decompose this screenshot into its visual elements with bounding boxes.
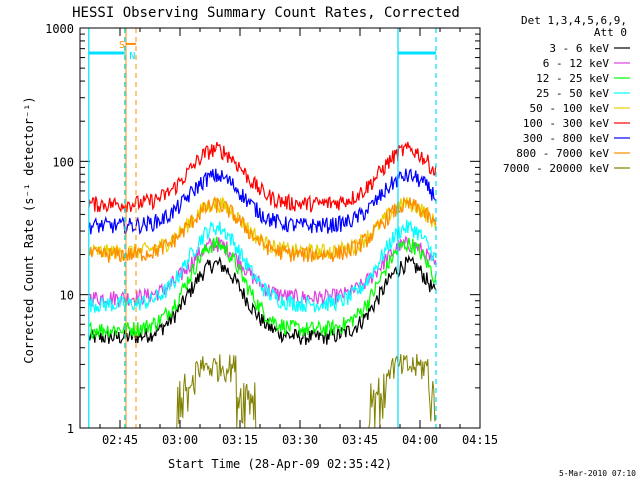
y-tick-label: 1000 [45, 22, 74, 36]
legend-item-label: 800 - 7000 keV [516, 147, 609, 160]
x-tick-label: 04:15 [462, 433, 498, 447]
annotation-label: S [119, 40, 125, 51]
x-tick-label: 03:15 [222, 433, 258, 447]
axis-ticks: 02:45 03:00 03:15 03:30 03:45 04:00 04:15 1 10 10… [45, 22, 498, 447]
legend-header: Det 1,3,4,5,6,9, [521, 14, 627, 27]
x-tick-label: 03:45 [342, 433, 378, 447]
x-tick-label: 02:45 [102, 433, 138, 447]
y-tick-label: 1 [67, 422, 74, 436]
legend-item-label: 25 - 50 keV [536, 87, 609, 100]
series-line [88, 195, 437, 263]
series-line [88, 168, 437, 236]
series-line [88, 141, 437, 213]
annotation-label: N [129, 51, 135, 62]
x-tick-label: 04:00 [402, 433, 438, 447]
legend-header: Att 0 [594, 26, 627, 39]
legend-item-label: 7000 - 20000 keV [503, 162, 609, 175]
y-tick-label: 10 [60, 289, 74, 303]
chart-title: HESSI Observing Summary Count Rates, Cor… [72, 5, 460, 21]
x-tick-label: 03:00 [162, 433, 198, 447]
footer-date: 5-Mar-2010 07:10 [559, 469, 636, 478]
legend-item-label: 300 - 800 keV [523, 132, 609, 145]
x-axis-label: Start Time (28-Apr-09 02:35:42) [168, 457, 392, 471]
legend-item-label: 100 - 300 keV [523, 117, 609, 130]
plot-frame [79, 27, 481, 429]
series-line [88, 219, 437, 313]
legend-item-label: 50 - 100 keV [530, 102, 610, 115]
legend-item-label: 12 - 25 keV [536, 72, 609, 85]
legend-item-label: 6 - 12 keV [543, 57, 610, 70]
y-tick-label: 100 [52, 155, 74, 169]
saa-markers: SN [88, 28, 437, 428]
series-line [88, 236, 437, 339]
legend: Det 1,3,4,5,6,9,Att 0 3 - 6 keV 6 - 12 keV… [503, 14, 630, 175]
y-axis-label: Corrected Count Rate (s⁻¹ detector⁻¹) [22, 96, 36, 363]
series-line [88, 254, 437, 346]
x-tick-label: 03:30 [282, 433, 318, 447]
legend-item-label: 3 - 6 keV [549, 42, 609, 55]
